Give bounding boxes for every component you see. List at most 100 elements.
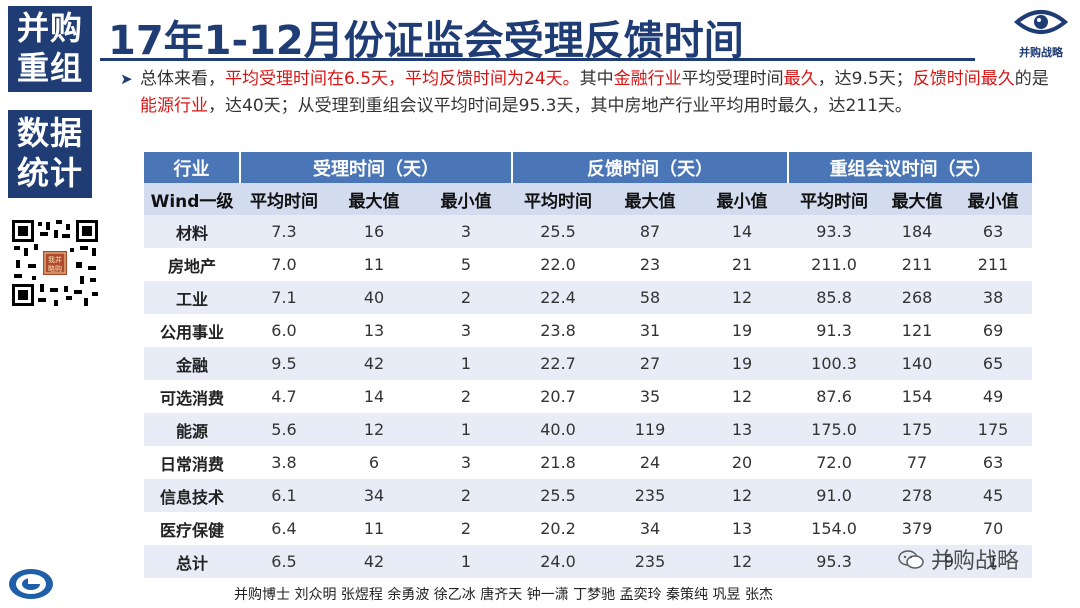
summary-segment: ，达9.5天；	[817, 69, 913, 89]
value-cell: 9.5	[240, 347, 328, 380]
value-cell: 38	[954, 281, 1033, 314]
sidebar-label: 统计	[16, 154, 83, 192]
value-cell: 2	[420, 479, 513, 512]
value-cell: 7.0	[240, 248, 328, 281]
value-cell: 42	[328, 347, 420, 380]
value-cell: 211.0	[788, 248, 881, 281]
industry-cell: 金融	[144, 347, 240, 380]
value-cell: 12	[696, 479, 789, 512]
table-row: 日常消费 3.8 6 3 21.8 24 20 72.0 77 63	[144, 446, 1033, 479]
value-cell: 87.6	[788, 380, 881, 413]
sub-header-cell: 最大值	[328, 183, 420, 215]
value-cell: 65	[954, 347, 1033, 380]
value-cell: 87	[604, 215, 697, 248]
value-cell: 5	[420, 248, 513, 281]
table-row: 能源 5.6 12 1 40.0 119 13 175.0 175 175	[144, 413, 1033, 446]
table-row: 金融 9.5 42 1 22.7 27 19 100.3 140 65	[144, 347, 1033, 380]
value-cell: 34	[604, 512, 697, 545]
value-cell: 45	[954, 479, 1033, 512]
value-cell: 119	[604, 413, 697, 446]
sub-header-cell: 最小值	[420, 183, 513, 215]
eye-icon	[1013, 10, 1069, 34]
value-cell: 2	[420, 512, 513, 545]
table-body: 材料 7.3 16 3 25.5 87 14 93.3 184 63 房地产 7.0 11 5 22.0 23…	[144, 215, 1033, 578]
left-sidebar: 并购 重组 数据 统计 我并	[0, 0, 104, 608]
value-cell: 24.0	[512, 545, 605, 578]
page-title: 17年1-12月份证监会受理反馈时间	[108, 18, 744, 64]
value-cell: 7.3	[240, 215, 328, 248]
sub-header-cell: 最大值	[880, 183, 955, 215]
value-cell: 20.7	[512, 380, 605, 413]
industry-cell: 日常消费	[144, 446, 240, 479]
table-row: 可选消费 4.7 14 2 20.7 35 12 87.6 154 49	[144, 380, 1033, 413]
summary-segment: 能源行业	[140, 96, 208, 116]
header-feedback-time: 反馈时间（天）	[511, 152, 789, 183]
value-cell: 49	[954, 380, 1033, 413]
value-cell: 6.4	[240, 512, 328, 545]
value-cell: 70	[954, 512, 1033, 545]
value-cell: 6.1	[240, 479, 328, 512]
industry-cell: 可选消费	[144, 380, 240, 413]
table-row: 房地产 7.0 11 5 22.0 23 21 211.0 211 211	[144, 248, 1033, 281]
value-cell: 31	[604, 314, 697, 347]
value-cell: 235	[604, 479, 697, 512]
summary-segment: 平均受理时间	[681, 69, 784, 89]
value-cell: 12	[696, 380, 789, 413]
value-cell: 268	[880, 281, 955, 314]
value-cell: 175	[954, 413, 1033, 446]
value-cell: 20	[696, 446, 789, 479]
value-cell: 4.7	[240, 380, 328, 413]
industry-cell: 公用事业	[144, 314, 240, 347]
value-cell: 100.3	[788, 347, 881, 380]
sidebar-label: 数据	[16, 114, 83, 152]
industry-cell: 能源	[144, 413, 240, 446]
title-divider	[100, 58, 975, 61]
value-cell: 12	[328, 413, 420, 446]
sub-header-cell: 最小值	[954, 183, 1033, 215]
sidebar-label: 重组	[16, 49, 83, 87]
value-cell: 211	[880, 248, 955, 281]
value-cell: 13	[328, 314, 420, 347]
wechat-icon	[898, 550, 924, 569]
value-cell: 1	[954, 545, 1033, 578]
value-cell: 27	[604, 347, 697, 380]
value-cell: 22.0	[512, 248, 605, 281]
value-cell: 11	[328, 512, 420, 545]
title-bar: 17年1-12月份证监会受理反馈时间	[104, 6, 964, 64]
industry-cell: 医疗保健	[144, 512, 240, 545]
table-row: 信息技术 6.1 34 2 25.5 235 12 91.0 278 45	[144, 479, 1033, 512]
value-cell: 63	[954, 446, 1033, 479]
brand-logo: 并购战略	[1010, 6, 1072, 64]
value-cell: 3	[420, 314, 513, 347]
qr-code-icon: 我并 略购	[10, 218, 100, 308]
value-cell: 175.0	[788, 413, 881, 446]
value-cell: 278	[880, 479, 955, 512]
sidebar-label: 并购	[16, 9, 83, 47]
value-cell: 34	[328, 479, 420, 512]
value-cell: 5.6	[240, 413, 328, 446]
value-cell: 13	[696, 512, 789, 545]
author-credits: 并购博士 刘众明 张煜程 余勇波 徐乙冰 唐齐天 钟一潇 丁梦驰 孟奕玲 秦策纯…	[234, 587, 773, 603]
value-cell: 85.8	[788, 281, 881, 314]
value-cell: 1	[420, 413, 513, 446]
value-cell: 24	[604, 446, 697, 479]
value-cell: 20.2	[512, 512, 605, 545]
review-time-table: 行业 受理时间（天） 反馈时间（天） 重组会议时间（天） Wind一级 平均时间最…	[144, 152, 1033, 578]
value-cell: 3	[420, 215, 513, 248]
value-cell: 35	[604, 380, 697, 413]
value-cell: 175	[880, 413, 955, 446]
header-industry: 行业	[144, 152, 240, 183]
value-cell: 72.0	[788, 446, 881, 479]
sub-header-cell: Wind一级	[144, 183, 240, 215]
summary-segment: 最久	[783, 69, 818, 89]
value-cell: 22.4	[512, 281, 605, 314]
value-cell: 235	[604, 545, 697, 578]
value-cell: 6.0	[240, 314, 328, 347]
value-cell: 21.8	[512, 446, 605, 479]
table-row: 材料 7.3 16 3 25.5 87 14 93.3 184 63	[144, 215, 1033, 248]
table-row: 工业 7.1 40 2 22.4 58 12 85.8 268 38	[144, 281, 1033, 314]
value-cell: 121	[880, 314, 955, 347]
data-table-container: 行业 受理时间（天） 反馈时间（天） 重组会议时间（天） Wind一级 平均时间最…	[144, 152, 1033, 578]
value-cell: 6	[328, 446, 420, 479]
summary-segment: 平均受理时间在6.5天，平均反馈时间为24天。	[225, 69, 580, 89]
